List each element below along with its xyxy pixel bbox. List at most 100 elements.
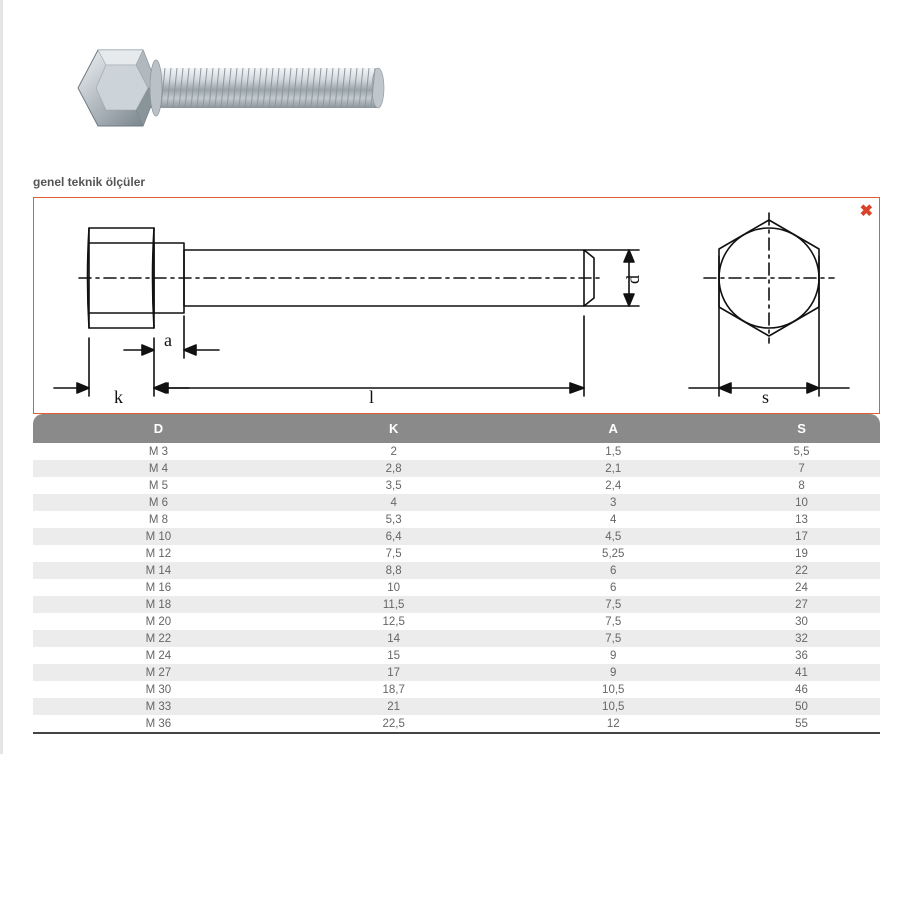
table-cell: M 3 (33, 443, 284, 460)
table-cell: M 24 (33, 647, 284, 664)
table-cell: 30 (723, 613, 880, 630)
table-cell: 4 (284, 494, 504, 511)
table-cell: M 8 (33, 511, 284, 528)
table-cell: 55 (723, 715, 880, 733)
table-row: M 1610624 (33, 579, 880, 596)
col-header: A (503, 414, 723, 443)
dim-label-a: a (164, 330, 172, 350)
table-cell: M 20 (33, 613, 284, 630)
table-row: M 2717941 (33, 664, 880, 681)
table-cell: 36 (723, 647, 880, 664)
table-cell: 2,4 (503, 477, 723, 494)
table-cell: 14 (284, 630, 504, 647)
table-cell: 7,5 (284, 545, 504, 562)
table-cell: 22 (723, 562, 880, 579)
table-cell: M 10 (33, 528, 284, 545)
spec-table-head: DKAS (33, 414, 880, 443)
table-row: M 2415936 (33, 647, 880, 664)
table-row: M 332110,550 (33, 698, 880, 715)
table-cell: 7,5 (503, 630, 723, 647)
table-cell: 32 (723, 630, 880, 647)
table-cell: 10,5 (503, 681, 723, 698)
spec-table-body: M 321,55,5M 42,82,17M 53,52,48M 64310M 8… (33, 443, 880, 733)
table-cell: 18,7 (284, 681, 504, 698)
table-cell: 3,5 (284, 477, 504, 494)
close-icon[interactable]: ✖ (860, 201, 873, 221)
table-row: M 321,55,5 (33, 443, 880, 460)
table-row: M 3018,710,546 (33, 681, 880, 698)
table-cell: 19 (723, 545, 880, 562)
table-row: M 148,8622 (33, 562, 880, 579)
table-cell: 9 (503, 647, 723, 664)
bolt-photo (58, 30, 880, 150)
table-cell: 5,3 (284, 511, 504, 528)
technical-diagram-frame: ✖ (33, 197, 880, 414)
table-cell: M 27 (33, 664, 284, 681)
dim-label-s: s (762, 387, 769, 407)
table-cell: 7 (723, 460, 880, 477)
col-header: D (33, 414, 284, 443)
table-cell: 5,25 (503, 545, 723, 562)
table-cell: 8 (723, 477, 880, 494)
table-cell: 15 (284, 647, 504, 664)
table-cell: 9 (503, 664, 723, 681)
table-cell: 13 (723, 511, 880, 528)
table-cell: 3 (503, 494, 723, 511)
table-cell: M 18 (33, 596, 284, 613)
table-cell: M 5 (33, 477, 284, 494)
table-row: M 106,44,517 (33, 528, 880, 545)
table-cell: 41 (723, 664, 880, 681)
table-cell: 27 (723, 596, 880, 613)
table-row: M 22147,532 (33, 630, 880, 647)
table-row: M 2012,57,530 (33, 613, 880, 630)
table-row: M 127,55,2519 (33, 545, 880, 562)
table-cell: 2 (284, 443, 504, 460)
table-cell: 7,5 (503, 613, 723, 630)
table-cell: 12,5 (284, 613, 504, 630)
table-cell: 11,5 (284, 596, 504, 613)
table-cell: M 33 (33, 698, 284, 715)
col-header: K (284, 414, 504, 443)
dim-label-d: d (623, 275, 643, 284)
table-cell: 24 (723, 579, 880, 596)
table-cell: 10 (284, 579, 504, 596)
table-cell: 5,5 (723, 443, 880, 460)
table-cell: M 14 (33, 562, 284, 579)
spec-table: DKAS M 321,55,5M 42,82,17M 53,52,48M 643… (33, 414, 880, 734)
table-row: M 64310 (33, 494, 880, 511)
table-cell: 12 (503, 715, 723, 733)
dim-label-k: k (114, 387, 123, 407)
table-row: M 42,82,17 (33, 460, 880, 477)
dim-label-l: l (369, 387, 374, 407)
table-row: M 53,52,48 (33, 477, 880, 494)
table-cell: 17 (723, 528, 880, 545)
table-row: M 1811,57,527 (33, 596, 880, 613)
table-cell: M 30 (33, 681, 284, 698)
table-cell: 2,1 (503, 460, 723, 477)
table-cell: M 16 (33, 579, 284, 596)
section-subtitle: genel teknik ölçüler (33, 175, 880, 189)
table-cell: M 12 (33, 545, 284, 562)
table-cell: 46 (723, 681, 880, 698)
table-cell: 10 (723, 494, 880, 511)
table-cell: 6 (503, 579, 723, 596)
table-cell: 10,5 (503, 698, 723, 715)
table-cell: 22,5 (284, 715, 504, 733)
bolt-photo-svg (58, 30, 398, 145)
table-cell: 17 (284, 664, 504, 681)
table-cell: 21 (284, 698, 504, 715)
table-cell: 6 (503, 562, 723, 579)
table-cell: M 36 (33, 715, 284, 733)
table-cell: M 4 (33, 460, 284, 477)
table-cell: 4 (503, 511, 723, 528)
table-row: M 3622,51255 (33, 715, 880, 733)
technical-diagram: k a l d s (34, 198, 872, 408)
table-cell: 4,5 (503, 528, 723, 545)
col-header: S (723, 414, 880, 443)
table-cell: 1,5 (503, 443, 723, 460)
table-cell: 2,8 (284, 460, 504, 477)
table-cell: 50 (723, 698, 880, 715)
table-row: M 85,3413 (33, 511, 880, 528)
table-cell: M 22 (33, 630, 284, 647)
table-cell: M 6 (33, 494, 284, 511)
